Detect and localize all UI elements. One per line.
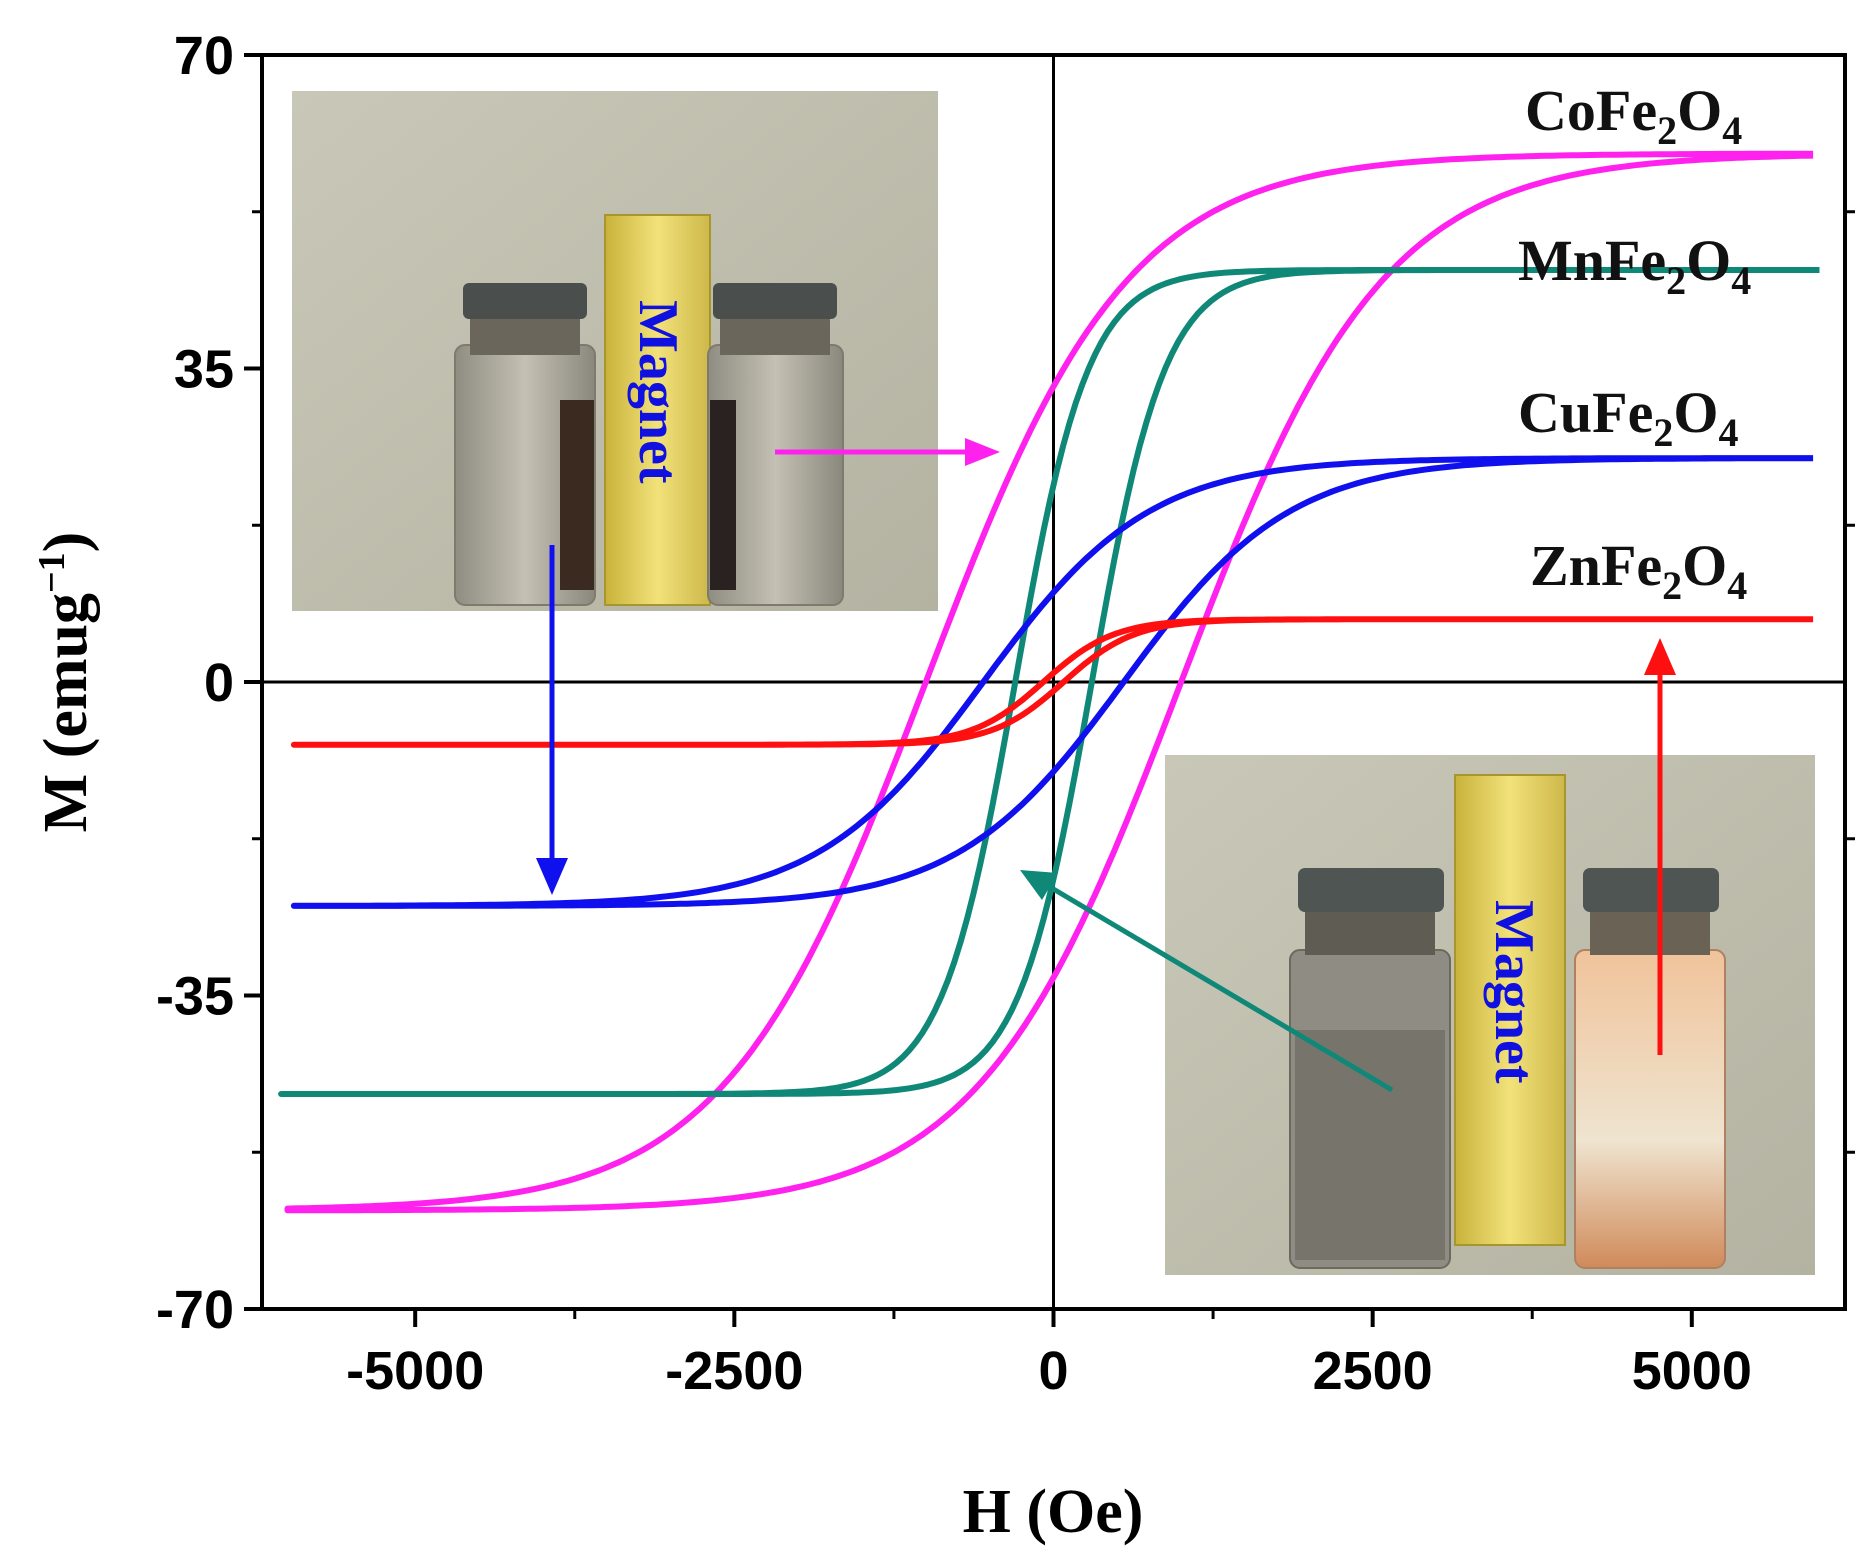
arrow-blue bbox=[536, 545, 568, 895]
vial-left-1 bbox=[454, 283, 596, 606]
y-axis-title: M (emug−1) bbox=[31, 532, 100, 833]
arrow-magenta bbox=[775, 438, 1000, 466]
vial-right-2 bbox=[1574, 868, 1726, 1269]
y-tick-label: -70 bbox=[156, 1280, 234, 1340]
magnet-block-left: Magnet bbox=[604, 214, 711, 606]
series-line-cufe2o4 bbox=[290, 455, 1814, 909]
series-label-cofe2o4: CoFe2O4 bbox=[1525, 78, 1742, 153]
y-tick-label: -35 bbox=[156, 967, 234, 1027]
series-label-cufe2o4: CuFe2O4 bbox=[1518, 380, 1738, 455]
inset-photo-left: Magnet bbox=[292, 91, 938, 611]
y-tick-label: 35 bbox=[174, 340, 234, 400]
vial-right-1 bbox=[1289, 868, 1451, 1269]
x-tick-label: 0 bbox=[1038, 1341, 1068, 1401]
series-curves bbox=[278, 150, 1820, 1214]
inset-photo-right: Magnet bbox=[1165, 755, 1815, 1275]
series-line-mnfe2o4 bbox=[278, 267, 1820, 1097]
arrow-teal bbox=[1020, 870, 1394, 1093]
x-tick-label: 2500 bbox=[1313, 1341, 1433, 1401]
series-labels: CoFe2O4 MnFe2O4 CuFe2O4 ZnFe2O4 bbox=[1518, 78, 1751, 608]
series-label-mnfe2o4: MnFe2O4 bbox=[1518, 228, 1751, 303]
vial-left-2 bbox=[707, 283, 844, 606]
series-line-znfe2o4 bbox=[290, 616, 1814, 748]
series-line-cofe2o4 bbox=[284, 150, 1814, 1214]
annotation-arrows bbox=[536, 438, 1676, 1093]
axis-ticks: -5000 -2500 0 2500 5000 70 35 0 -35 -70 bbox=[156, 26, 1855, 1401]
y-tick-label: 70 bbox=[174, 26, 234, 86]
magnet-label-left: Magnet bbox=[627, 300, 689, 484]
x-axis-title: H (Oe) bbox=[963, 1478, 1144, 1546]
x-tick-label: 5000 bbox=[1632, 1341, 1752, 1401]
magnet-label-right: Magnet bbox=[1483, 900, 1545, 1084]
series-label-znfe2o4: ZnFe2O4 bbox=[1530, 533, 1747, 608]
y-tick-label: 0 bbox=[204, 653, 234, 713]
arrow-red bbox=[1644, 638, 1676, 1055]
x-tick-label: -5000 bbox=[346, 1341, 484, 1401]
magnet-block-right: Magnet bbox=[1454, 774, 1566, 1246]
x-tick-label: -2500 bbox=[665, 1341, 803, 1401]
